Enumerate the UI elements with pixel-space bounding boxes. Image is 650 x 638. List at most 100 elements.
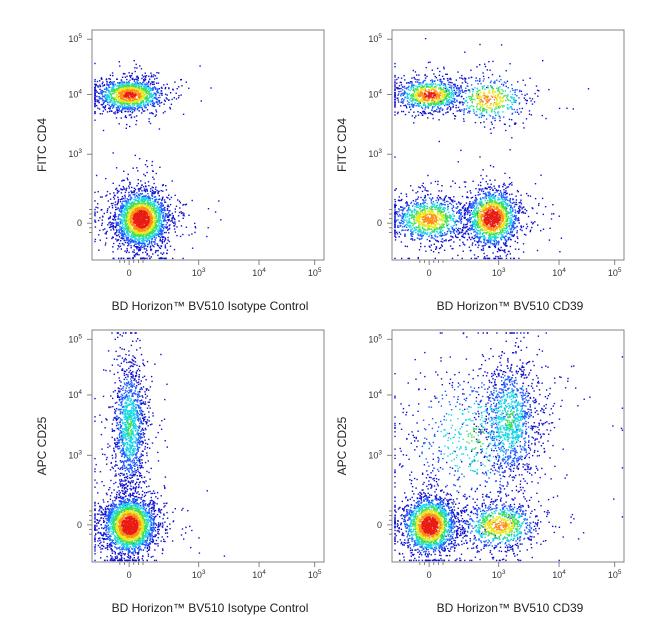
event-dot: [115, 208, 117, 211]
event-dot: [141, 217, 144, 220]
event-dot: [545, 117, 547, 120]
event-dot: [142, 221, 144, 223]
event-dot: [135, 253, 137, 255]
event-dot: [504, 172, 506, 175]
event-dot: [120, 82, 122, 84]
event-dot: [156, 244, 159, 247]
event-dot: [450, 108, 452, 110]
event-dot: [518, 211, 520, 213]
event-dot: [534, 183, 537, 185]
event-dot: [148, 75, 150, 77]
event-dot: [130, 212, 132, 215]
event-dot: [133, 226, 135, 229]
event-dot: [127, 225, 129, 227]
event-dot: [515, 199, 518, 201]
event-dot: [156, 220, 159, 222]
event-dot: [119, 92, 121, 95]
event-dot: [484, 63, 486, 65]
event-dot: [158, 219, 160, 221]
event-dot: [142, 210, 144, 212]
event-dot: [206, 235, 208, 238]
event-dot: [133, 101, 135, 104]
event-dot: [517, 219, 519, 222]
event-dot: [145, 186, 147, 188]
event-dot: [167, 236, 169, 239]
event-dot: [509, 149, 511, 151]
event-dot: [445, 73, 447, 75]
event-dot: [434, 180, 437, 183]
event-dot: [174, 223, 176, 225]
event-dot: [163, 240, 165, 243]
event-dot: [151, 215, 153, 217]
event-dot: [139, 192, 142, 195]
event-dot: [516, 232, 518, 234]
event-dot: [458, 186, 461, 189]
event-dot: [121, 106, 124, 108]
event-dot: [116, 89, 119, 91]
event-dot: [121, 85, 124, 88]
event-dot: [124, 91, 127, 93]
event-dot: [151, 218, 153, 220]
event-dot: [94, 111, 96, 113]
event-dot: [95, 174, 98, 177]
event-dot: [121, 207, 123, 210]
event-dot: [137, 106, 139, 108]
event-dot: [149, 190, 152, 192]
event-dot: [154, 75, 157, 77]
event-dot: [154, 238, 156, 240]
event-dot: [138, 100, 140, 102]
event-dot: [151, 192, 153, 195]
event-dot: [123, 244, 125, 246]
event-dot: [151, 99, 154, 102]
event-dot: [94, 94, 96, 97]
event-dot: [132, 84, 134, 86]
event-dot: [166, 249, 169, 251]
event-dot: [466, 196, 468, 199]
event-dot: [542, 213, 544, 216]
event-dot: [118, 61, 120, 63]
event-dot: [138, 194, 141, 197]
event-dot: [123, 179, 125, 182]
event-dot: [131, 109, 133, 111]
event-dot: [119, 245, 122, 247]
event-dot: [433, 73, 435, 75]
event-dot: [147, 104, 149, 107]
event-dot: [492, 189, 494, 191]
event-dot: [157, 192, 159, 194]
event-dot: [139, 218, 142, 220]
event-dot: [131, 202, 134, 204]
event-dot: [148, 206, 150, 209]
event-dot: [394, 74, 396, 77]
event-dot: [394, 225, 396, 227]
event-dot: [162, 190, 164, 192]
event-dot: [114, 233, 116, 235]
event-dot: [159, 247, 162, 250]
event-dot: [493, 127, 495, 129]
event-dot: [125, 201, 128, 203]
event-dot: [139, 229, 141, 231]
event-dot: [144, 93, 147, 95]
event-dot: [394, 92, 396, 94]
event-dot: [135, 123, 137, 126]
event-dot: [463, 225, 465, 227]
event-dot: [132, 256, 134, 259]
event-dot: [115, 167, 118, 169]
event-dot: [513, 201, 515, 204]
event-dot: [114, 88, 116, 91]
event-dot: [124, 191, 127, 194]
event-dot: [159, 219, 161, 222]
event-dot: [463, 236, 466, 239]
event-dot: [129, 84, 131, 86]
event-dot: [169, 198, 171, 201]
event-dot: [517, 237, 519, 240]
event-dot: [102, 85, 104, 87]
event-dot: [524, 208, 526, 211]
event-dot: [158, 232, 160, 235]
event-dot: [168, 212, 170, 214]
event-dot: [505, 70, 507, 72]
event-dot: [508, 225, 510, 227]
event-dot: [419, 102, 421, 104]
event-dot: [511, 181, 513, 184]
event-dot: [401, 110, 403, 113]
event-dot: [161, 198, 164, 200]
